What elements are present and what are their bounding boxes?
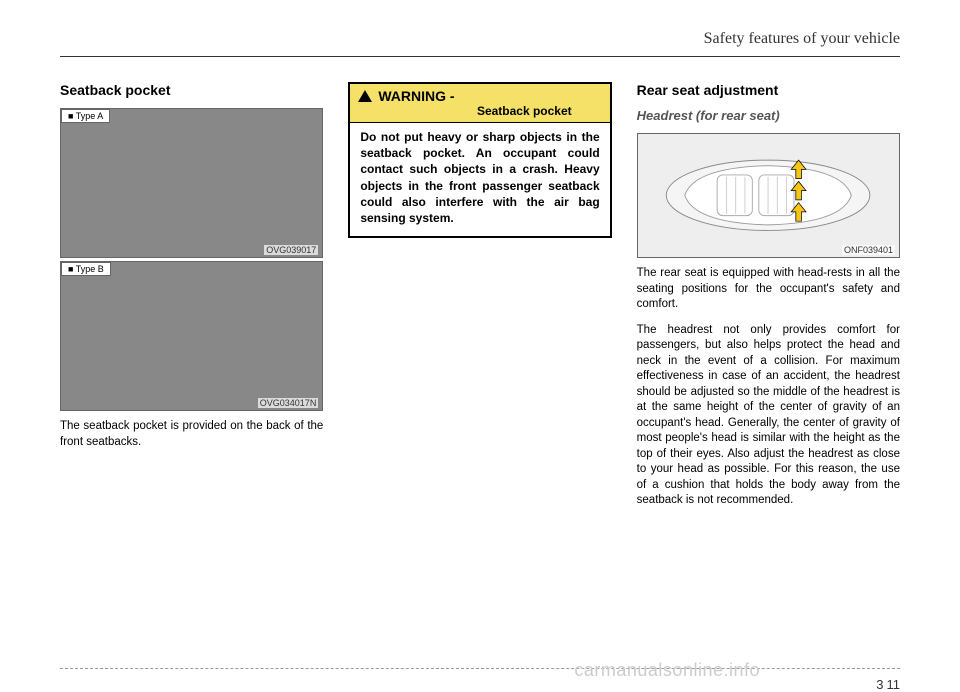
column-3: Rear seat adjustment Headrest (for rear …	[637, 82, 900, 509]
column-1: Seatback pocket ■ Type A OVG039017 ■ Typ…	[60, 82, 323, 509]
page-num-value: 11	[887, 677, 901, 692]
rear-seat-text-2: The headrest not only provides comfort f…	[637, 323, 900, 509]
content-columns: Seatback pocket ■ Type A OVG039017 ■ Typ…	[60, 82, 900, 509]
type-a-label: ■ Type A	[61, 109, 110, 123]
chapter-header: Safety features of your vehicle	[60, 30, 900, 57]
figure-b-code: OVG034017N	[258, 398, 319, 408]
warning-header: WARNING - Seatback pocket	[350, 84, 609, 123]
page-footer: 311	[60, 668, 900, 674]
type-b-label: ■ Type B	[61, 262, 111, 276]
figure-a-code: OVG039017	[264, 245, 318, 255]
rear-seat-title: Rear seat adjustment	[637, 82, 900, 98]
figure-c-code: ONF039401	[842, 245, 895, 255]
headrest-subtitle: Headrest (for rear seat)	[637, 108, 900, 123]
car-top-view-icon	[657, 149, 879, 242]
figure-car-top: ONF039401	[637, 133, 900, 258]
warning-box: WARNING - Seatback pocket Do not put hea…	[348, 82, 611, 238]
page-number: 3 11	[876, 677, 900, 692]
column-2: WARNING - Seatback pocket Do not put hea…	[348, 82, 611, 509]
headrest-arrows-icon	[791, 160, 806, 221]
figure-type-a: ■ Type A OVG039017	[60, 108, 323, 258]
section-number: 3	[876, 677, 883, 692]
figure-type-b: ■ Type B OVG034017N	[60, 261, 323, 411]
warning-title: WARNING -	[378, 88, 454, 104]
watermark: carmanualsonline.info	[574, 660, 760, 681]
seatback-pocket-title: Seatback pocket	[60, 82, 323, 98]
warning-subtitle: Seatback pocket	[378, 104, 601, 118]
warning-body: Do not put heavy or sharp objects in the…	[350, 123, 609, 236]
warning-triangle-icon	[358, 90, 372, 102]
seatback-pocket-text: The seatback pocket is provided on the b…	[60, 419, 323, 450]
rear-seat-text-1: The rear seat is equipped with head-rest…	[637, 266, 900, 313]
